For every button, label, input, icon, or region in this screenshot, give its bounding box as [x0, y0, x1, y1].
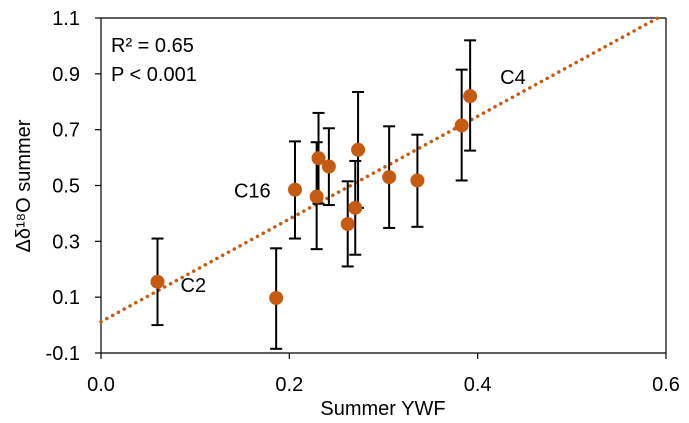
- y-tick-label: 0.3: [52, 231, 80, 253]
- point-label-c4: C4: [500, 67, 526, 89]
- data-point: [382, 170, 397, 185]
- data-point: [309, 189, 324, 204]
- x-axis-ticks: 0.0 0.2 0.4 0.6: [87, 353, 680, 396]
- y-axis-ticks: -0.1 0.1 0.3 0.5 0.7 0.9 1.1: [46, 8, 101, 365]
- data-points: [150, 89, 478, 306]
- trendline: [99, 16, 660, 324]
- data-point: [463, 89, 478, 104]
- data-point: [321, 159, 336, 174]
- data-point: [340, 217, 355, 232]
- y-tick-label: -0.1: [46, 343, 80, 365]
- x-tick-label: 0.4: [464, 374, 492, 396]
- y-tick-label: 0.5: [52, 176, 80, 198]
- point-label-c16: C16: [234, 181, 271, 203]
- x-axis-title: Summer YWF: [320, 398, 445, 420]
- y-tick-label: 1.1: [52, 8, 80, 30]
- data-point: [454, 118, 469, 133]
- y-tick-label: 0.7: [52, 120, 80, 142]
- point-label-c2: C2: [181, 275, 207, 297]
- trendline-group: [99, 16, 660, 324]
- data-point: [311, 151, 326, 166]
- y-axis-title: Δδ¹⁸O summer: [13, 119, 35, 252]
- x-tick-label: 0.2: [275, 374, 303, 396]
- y-tick-label: 0.1: [52, 287, 80, 309]
- r-squared-annotation: R² = 0.65: [111, 35, 194, 57]
- p-value-annotation: P < 0.001: [111, 64, 197, 86]
- data-point: [351, 142, 366, 157]
- data-point: [410, 173, 425, 188]
- point-labels: C2 C16 C4: [181, 67, 526, 297]
- data-point: [287, 182, 302, 197]
- x-tick-label: 0.0: [87, 374, 115, 396]
- data-point: [150, 274, 165, 289]
- x-tick-label: 0.6: [652, 374, 680, 396]
- y-tick-label: 0.9: [52, 64, 80, 86]
- data-point: [269, 291, 284, 306]
- data-point: [348, 200, 363, 215]
